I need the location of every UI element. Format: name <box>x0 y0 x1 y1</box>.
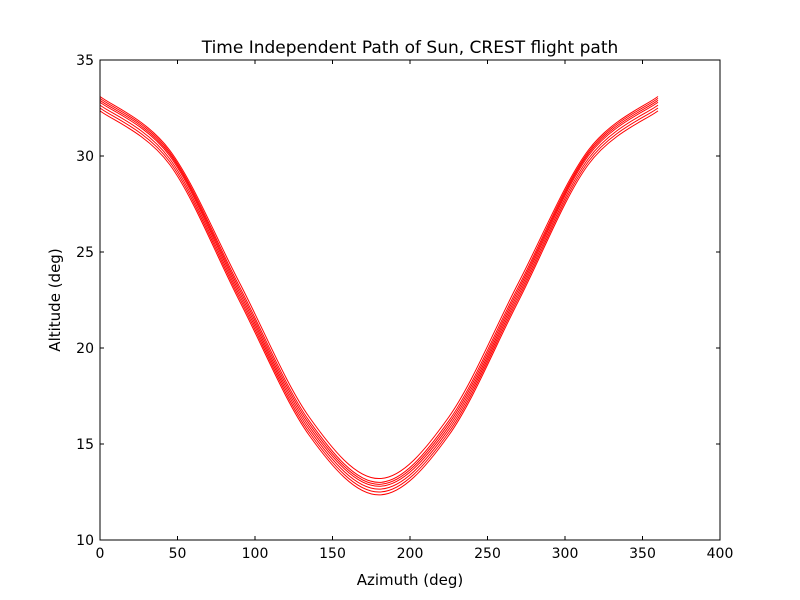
series-line-3 <box>99 99 659 485</box>
chart-title: Time Independent Path of Sun, CREST flig… <box>201 38 619 58</box>
x-tick-label: 350 <box>629 546 656 562</box>
series-line-2 <box>99 98 659 483</box>
y-tick-label: 10 <box>76 533 94 549</box>
series-line-4 <box>99 101 659 487</box>
axis-ticks: 0 50 100 150 200 250 300 350 400 10 15 20 25 30 35 <box>76 53 733 562</box>
y-tick-label: 15 <box>76 437 94 453</box>
y-tick-label: 30 <box>76 149 94 165</box>
x-tick-label: 200 <box>397 546 424 562</box>
y-tick-label: 20 <box>76 341 94 357</box>
x-tick-label: 300 <box>552 546 579 562</box>
x-tick-label: 50 <box>169 546 187 562</box>
x-tick-label: 400 <box>707 546 734 562</box>
plot-area <box>99 96 659 496</box>
y-tick-label: 25 <box>76 245 94 261</box>
x-tick-label: 0 <box>96 546 105 562</box>
series-line-7 <box>99 110 659 496</box>
x-tick-label: 250 <box>474 546 501 562</box>
y-tick-label: 35 <box>76 53 94 69</box>
x-axis-label: Azimuth (deg) <box>357 571 464 589</box>
series-line-6 <box>99 107 659 493</box>
x-tick-label: 150 <box>319 546 346 562</box>
x-tick-label: 100 <box>242 546 269 562</box>
series-line-5 <box>99 104 659 490</box>
y-axis-label: Altitude (deg) <box>46 248 64 351</box>
series-line-1 <box>99 96 659 480</box>
axes-frame <box>99 59 721 541</box>
